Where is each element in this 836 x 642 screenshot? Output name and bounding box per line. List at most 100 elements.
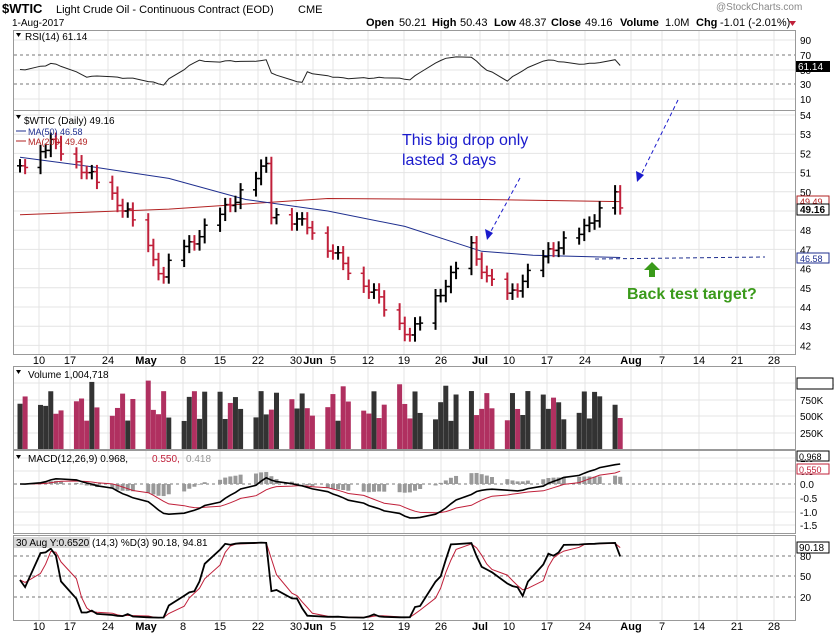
open-value: 50.21 — [399, 17, 427, 29]
volume-bar — [510, 393, 515, 449]
volume-bar — [469, 391, 474, 449]
macd-histogram-bar — [377, 484, 381, 491]
date-axis-bottom-label: 10 — [503, 621, 515, 633]
macd-histogram-bar — [454, 476, 458, 484]
drop-note-line2: lasted 3 days — [402, 152, 496, 169]
volume-bar — [202, 392, 207, 449]
ma200-legend: MA(200) 49.49 — [28, 137, 88, 147]
macd-signal-line — [20, 471, 620, 513]
macd-signal-tag-text: 0.550 — [799, 465, 822, 475]
date-axis-bottom-label: 17 — [541, 621, 553, 633]
volume-bar — [402, 404, 407, 449]
rsi-tick-label: 90 — [800, 36, 812, 47]
rsi-tick-label: 70 — [800, 51, 812, 62]
date-axis-bottom-label: Jun — [303, 621, 323, 633]
header: $WTIC Light Crude Oil - Continuous Contr… — [2, 1, 802, 29]
macd-histogram-bar — [157, 484, 161, 496]
volume-bar — [38, 405, 43, 449]
stoch-tick-label: 50 — [800, 572, 812, 583]
volume-bar — [295, 408, 300, 449]
volume-bar — [182, 421, 187, 449]
macd-histogram-bar — [310, 484, 314, 486]
date-axis-top-label: 19 — [398, 355, 410, 367]
volume-bar — [264, 414, 269, 449]
rsi-content: 9070503010 61.14 RSI(14) 61.14 — [16, 32, 830, 106]
high-label: High — [432, 17, 457, 29]
macd-tick-label: -0.5 — [800, 494, 818, 505]
volume-bar — [592, 392, 597, 449]
macd-histogram-bar — [521, 481, 525, 484]
date-axis-top-label: 24 — [579, 355, 591, 367]
price-tick-label: 43 — [800, 322, 812, 333]
volume-bar — [18, 404, 23, 449]
volume-bar — [613, 405, 618, 449]
macd-histogram-bar — [192, 484, 196, 487]
volume-bar — [371, 391, 376, 449]
volume-bar — [505, 420, 510, 449]
volume-bar — [397, 384, 402, 449]
macd-histogram-bar — [341, 484, 345, 490]
stoch-tag-text: 90.18 — [799, 543, 824, 554]
exchange: CME — [298, 4, 322, 16]
date-axis-top-label: 10 — [33, 355, 45, 367]
volume-bar — [479, 409, 484, 449]
macd-histogram-bar — [239, 475, 243, 484]
volume-legend-icon — [16, 370, 21, 374]
close-label: Close — [551, 17, 581, 29]
chart-title: Light Crude Oil - Continuous Contract (E… — [56, 4, 274, 16]
date-axis-bottom-label: 15 — [214, 621, 226, 633]
date-axis-top-label: 24 — [102, 355, 114, 367]
low-label: Low — [494, 17, 516, 29]
date-axis-bottom-label: 28 — [768, 621, 780, 633]
volume-bar — [433, 419, 438, 449]
volume-bar — [515, 409, 520, 449]
volume-bar — [53, 414, 58, 449]
volume-bar — [438, 402, 443, 449]
drop-arrow-line — [490, 178, 520, 233]
backtest-line — [595, 257, 765, 259]
volume-bar — [525, 391, 530, 449]
date-axis-top-label: 22 — [252, 355, 264, 367]
volume-bar — [156, 414, 161, 449]
date-axis-bottom-label: 5 — [330, 621, 336, 633]
macd-histogram-bar — [223, 478, 227, 484]
macd-histogram-bar — [526, 481, 530, 484]
volume-bar — [269, 410, 274, 449]
rsi-value-tag-text: 61.14 — [798, 62, 823, 73]
date-axis-top-label: Jul — [472, 355, 488, 367]
macd-histogram-bar — [198, 484, 202, 485]
volume-bar — [448, 421, 453, 449]
macd-tick-label: -1.0 — [800, 508, 818, 519]
date-axis-bottom-label: 17 — [64, 621, 76, 633]
ma50-tag-text: 46.58 — [800, 254, 823, 264]
date-axis-bottom-label: 19 — [398, 621, 410, 633]
volume-bar — [418, 413, 423, 449]
target-arrow-line — [641, 100, 678, 175]
macd-histogram-bar — [372, 484, 376, 492]
macd-histogram-bar — [413, 484, 417, 491]
volume-bar — [305, 408, 310, 449]
volume-bar — [84, 421, 89, 449]
macd-histogram-bar — [444, 480, 448, 484]
volume-bar — [366, 414, 371, 449]
date-axis-bottom-label: 22 — [252, 621, 264, 633]
date-axis-bottom-label: May — [135, 621, 157, 633]
volume-bar — [146, 381, 151, 449]
date-axis-top-label: Aug — [620, 355, 641, 367]
macd-histogram-bar — [516, 481, 520, 484]
date-axis-top-label: 5 — [330, 355, 336, 367]
macd-histogram-bar — [74, 483, 78, 484]
volume-bar — [597, 396, 602, 449]
date-axis-bottom-label: 10 — [33, 621, 45, 633]
macd-histogram-bar — [618, 477, 622, 484]
volume-bar — [413, 391, 418, 449]
volume-bar — [23, 396, 28, 449]
macd-histogram-bar — [162, 484, 166, 496]
macd-histogram-bar — [336, 484, 340, 489]
volume-bar — [151, 410, 156, 449]
price-tick-label: 52 — [800, 149, 812, 160]
